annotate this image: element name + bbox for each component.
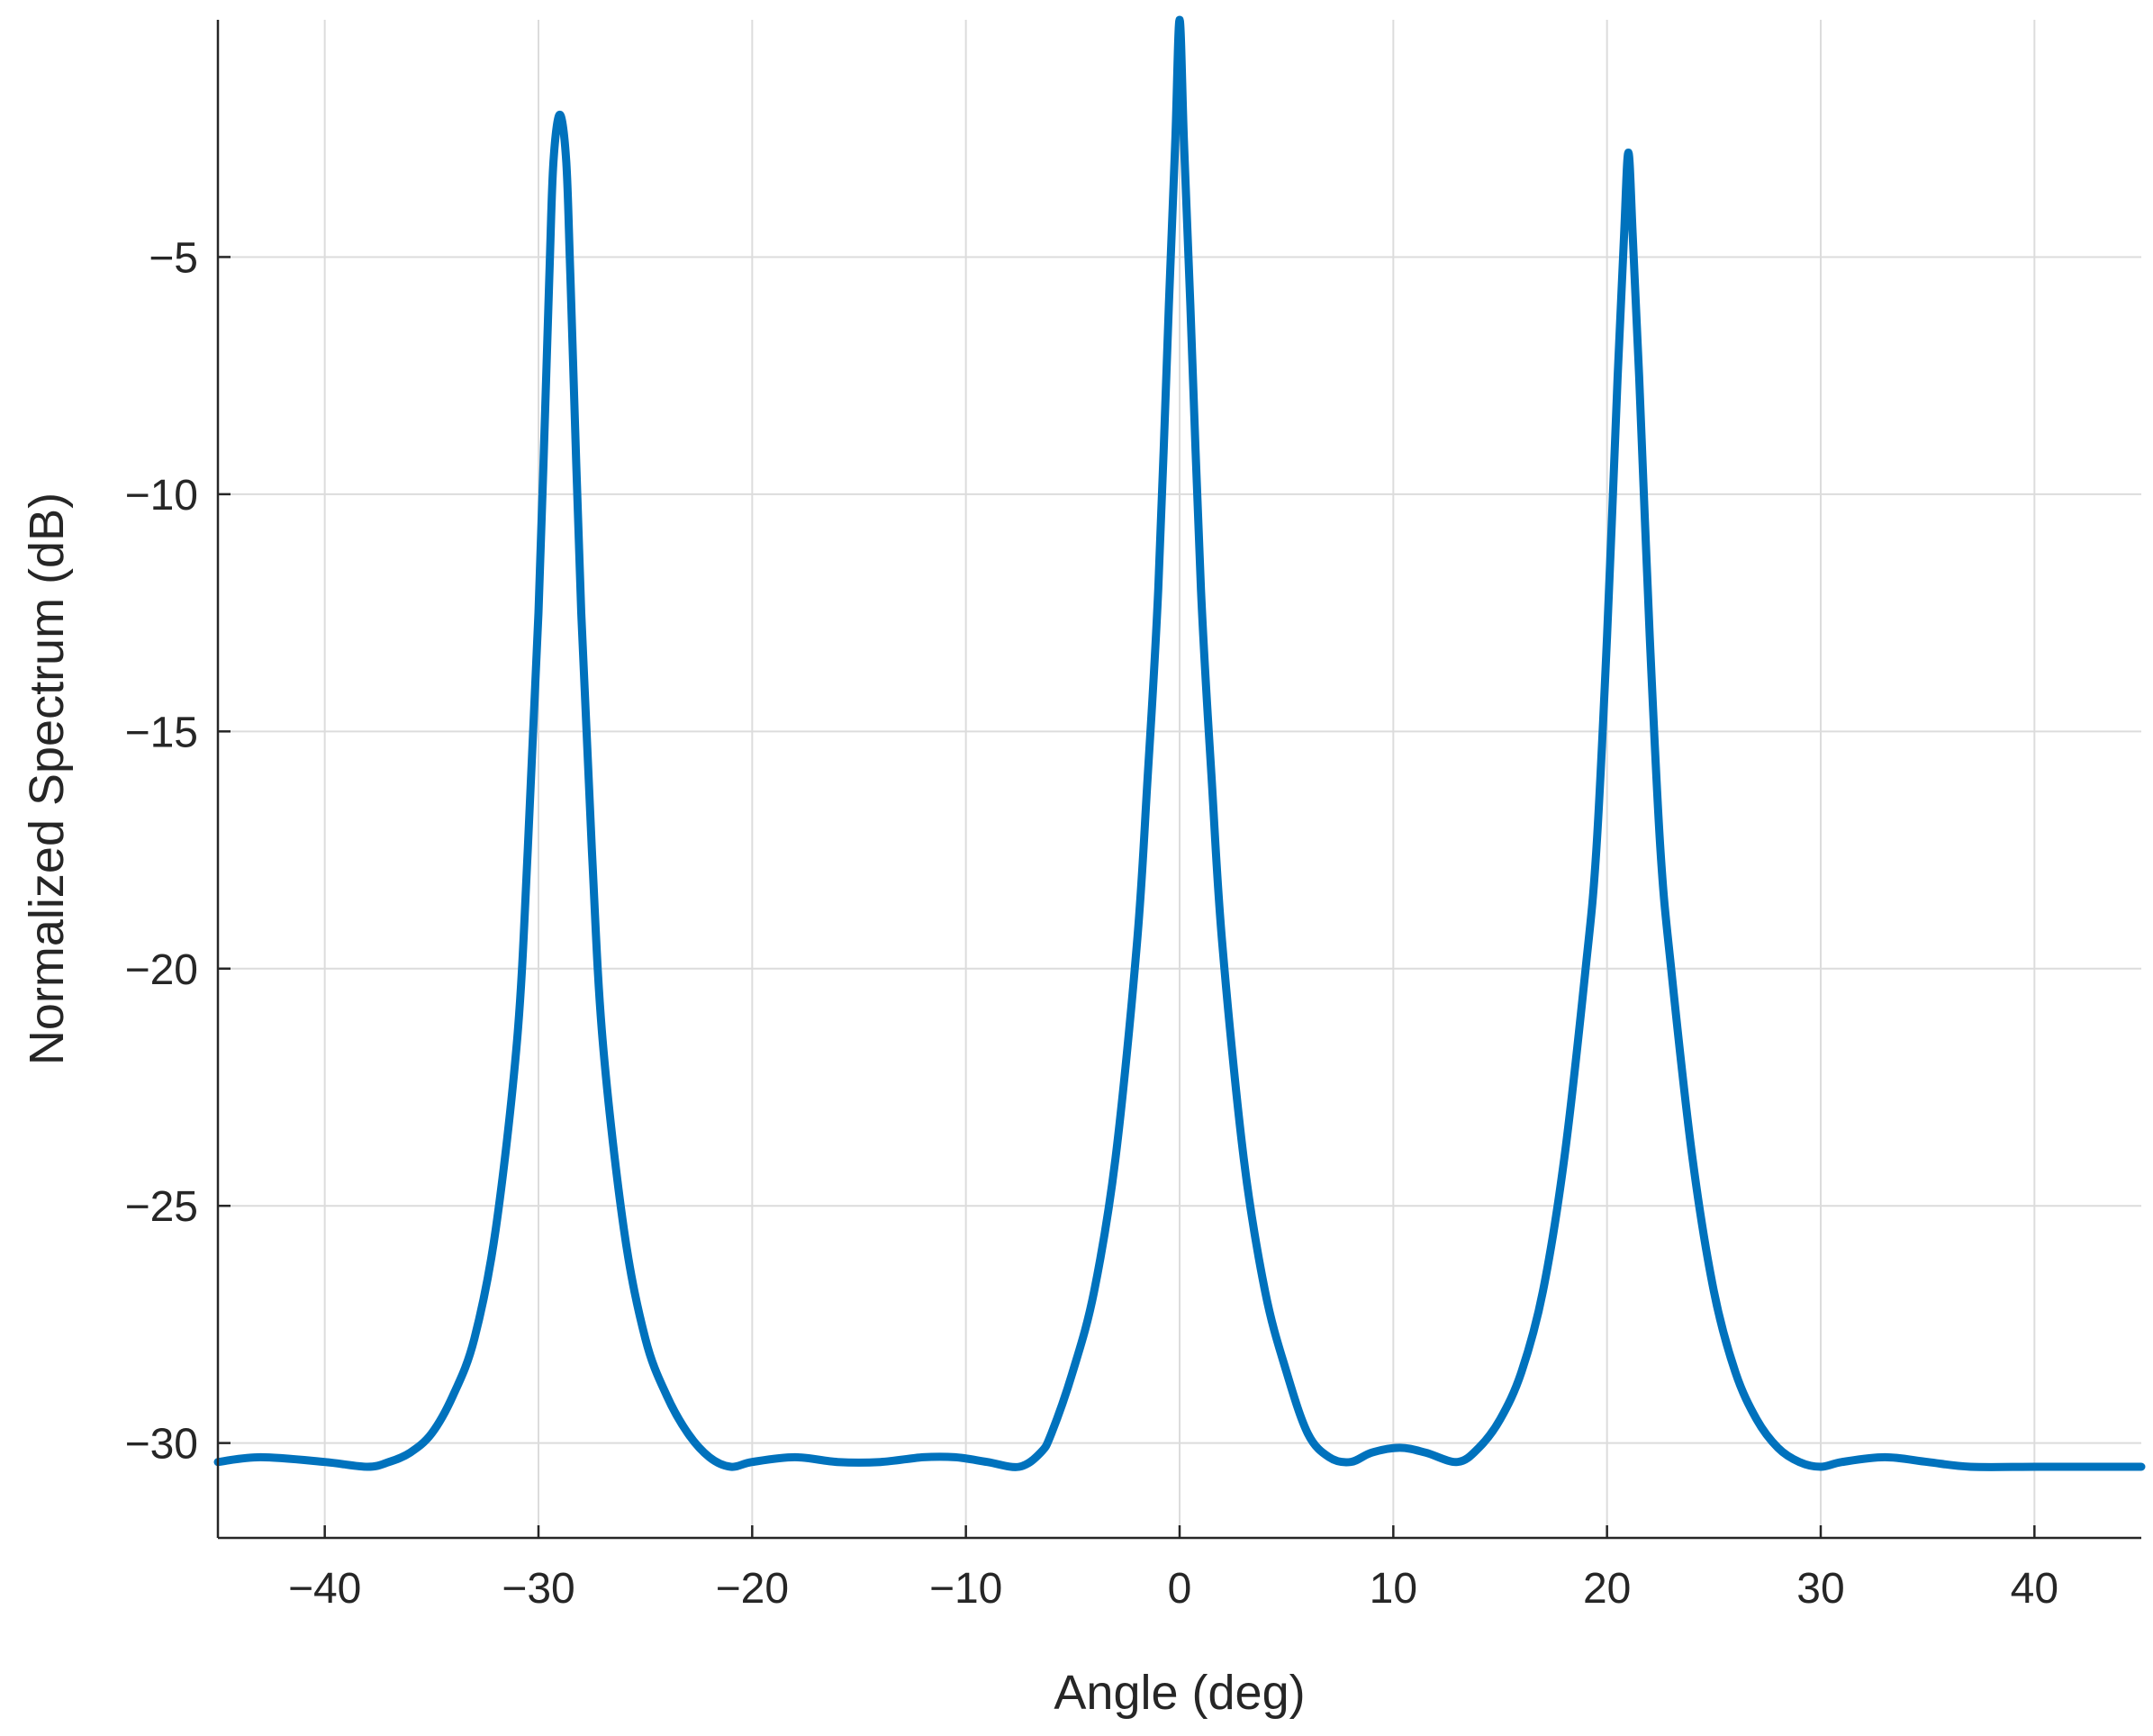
x-tick-label: 30 xyxy=(1796,1565,1844,1613)
x-tick-label: 40 xyxy=(2011,1565,2058,1613)
y-tick-label: −10 xyxy=(125,472,198,520)
x-axis-title: Angle (deg) xyxy=(1054,1666,1305,1720)
y-tick-label: −5 xyxy=(149,234,198,282)
y-tick-label: −25 xyxy=(125,1183,198,1231)
x-tick-label: 0 xyxy=(1168,1565,1192,1613)
x-tick-label: 10 xyxy=(1370,1565,1417,1613)
x-tick-label: −20 xyxy=(716,1565,789,1613)
ticks: −40 −30 −20 −10 0 10 20 30 40 −5 −10 −15 −20 −25 −30 xyxy=(125,234,2058,1613)
x-tick-label: 20 xyxy=(1583,1565,1631,1613)
y-tick-label: −30 xyxy=(125,1421,198,1469)
spectrum-series-line xyxy=(213,15,2146,1471)
y-tick-label: −20 xyxy=(125,946,198,994)
x-tick-label: −30 xyxy=(502,1565,574,1613)
x-tick-label: −40 xyxy=(288,1565,361,1613)
x-tick-label: −10 xyxy=(929,1565,1002,1613)
y-axis-title: Normalized Spectrum (dB) xyxy=(20,493,74,1065)
grid xyxy=(218,20,2141,1538)
series-layer xyxy=(213,15,2146,1471)
y-tick-label: −15 xyxy=(125,709,198,756)
